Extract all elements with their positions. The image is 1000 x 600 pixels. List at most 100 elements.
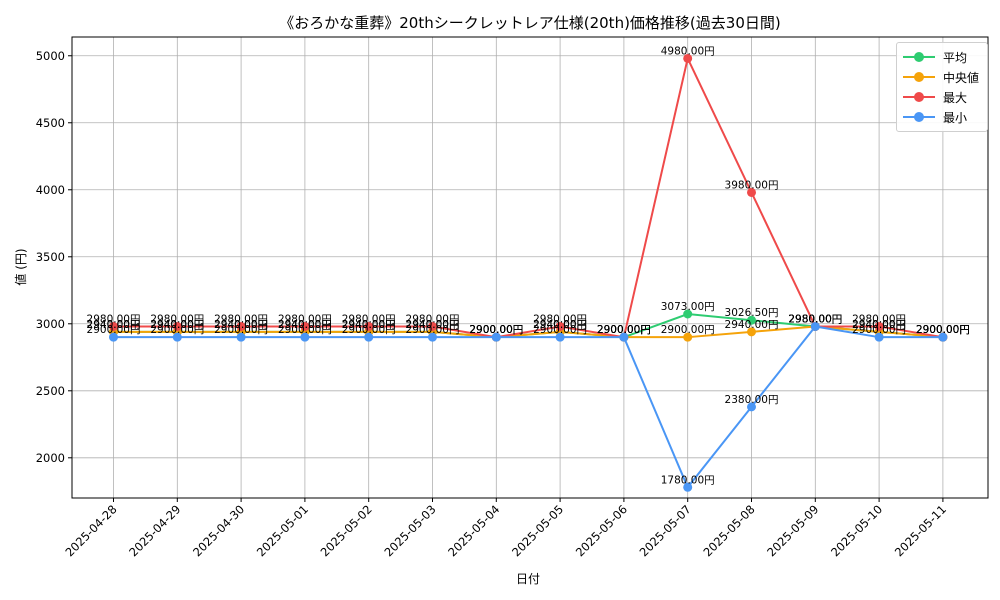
x-tick-label: 2025-05-07 [637, 502, 694, 559]
data-label: 2900.00円 [469, 324, 523, 336]
data-label: 2900.00円 [278, 324, 332, 336]
x-tick-label: 2025-04-28 [62, 502, 119, 559]
data-label: 3980.00円 [725, 179, 779, 191]
data-label: 2940.00円 [87, 319, 141, 331]
data-label: 2900.00円 [597, 324, 651, 336]
data-label: 3073.00円 [661, 301, 715, 313]
data-label: 2900.00円 [597, 324, 651, 336]
data-label: 2900.00円 [852, 324, 906, 336]
x-tick-label: 2025-05-09 [764, 502, 821, 559]
legend-swatch [902, 72, 935, 82]
data-label: 2900.00円 [533, 324, 587, 336]
data-label: 2940.00円 [725, 319, 779, 331]
data-point [555, 321, 565, 331]
legend: 平均 中央値 最大 最小 [895, 42, 988, 132]
legend-label: 最小 [942, 110, 967, 125]
data-label: 2980.00円 [214, 313, 268, 325]
data-label: 2940.00円 [406, 319, 460, 331]
legend-item: 最小 [902, 107, 979, 127]
x-tick-label: 2025-05-01 [254, 502, 311, 559]
data-label: 2940.00円 [278, 319, 332, 331]
data-label: 2940.00円 [87, 319, 141, 331]
data-label: 2940.00円 [214, 319, 268, 331]
data-label: 2980.00円 [788, 313, 842, 325]
data-point [555, 332, 565, 342]
data-label: 2900.00円 [916, 324, 970, 336]
series-line-2 [113, 55, 944, 339]
data-label: 2900.00円 [469, 324, 523, 336]
y-tick-label: 5000 [36, 49, 65, 63]
data-label: 2940.00円 [278, 319, 332, 331]
data-point [491, 332, 501, 342]
data-label: 2900.00円 [916, 324, 970, 336]
y-axis-label: 値 (円) [13, 248, 28, 285]
series-line-3 [113, 325, 943, 490]
data-label: 2940.00円 [342, 319, 396, 331]
data-label: 2900.00円 [87, 324, 141, 336]
grid-layer [72, 37, 988, 498]
legend-label: 平均 [942, 50, 967, 65]
x-tick-label: 2025-05-11 [892, 502, 949, 559]
data-label: 2900.00円 [214, 324, 268, 336]
data-point [683, 332, 693, 342]
x-tick-label: 2025-05-08 [700, 502, 757, 559]
data-point [747, 187, 756, 197]
data-point [428, 332, 437, 342]
data-label: 4980.00円 [661, 45, 715, 57]
data-point [364, 321, 374, 331]
x-tick-label: 2025-05-10 [828, 502, 885, 559]
data-label: 2940.00円 [533, 319, 587, 331]
y-tick-label: 4500 [36, 116, 65, 130]
data-label: 2940.00円 [150, 319, 204, 331]
data-point [683, 482, 693, 492]
data-label: 2900.00円 [469, 324, 523, 336]
legend-item: 最大 [902, 87, 979, 107]
data-point [683, 309, 693, 319]
data-point [747, 402, 756, 412]
x-tick-label: 2025-04-30 [190, 502, 247, 559]
data-label: 1780.00円 [661, 474, 715, 486]
data-label: 2980.00円 [342, 313, 396, 325]
data-label: 2900.00円 [406, 324, 460, 336]
data-point [364, 332, 374, 342]
data-point [172, 332, 182, 342]
data-label: 2980.00円 [788, 313, 842, 325]
y-tick-label: 3000 [36, 317, 65, 331]
data-point [938, 332, 948, 342]
data-label: 2940.00円 [852, 319, 906, 331]
x-axis-label: 日付 [516, 572, 540, 586]
legend-item: 平均 [902, 47, 979, 67]
data-label: 2900.00円 [916, 324, 970, 336]
plot-frame [71, 36, 989, 499]
data-point [683, 53, 693, 63]
data-point [874, 332, 884, 342]
data-label: 2980.00円 [788, 313, 842, 325]
series-layer [109, 53, 948, 492]
y-tick-label: 2000 [36, 451, 65, 465]
data-label: 2980.00円 [533, 313, 587, 325]
data-point [428, 321, 437, 331]
data-label-layer: 2940.00円 2940.00円 2940.00円 2940.00円 2940.00円… [87, 45, 970, 486]
data-label: 2900.00円 [916, 324, 970, 336]
data-label: 2940.00円 [406, 319, 460, 331]
legend-label: 中央値 [942, 70, 979, 85]
series-line-1 [113, 325, 943, 339]
data-point [236, 332, 246, 342]
legend-label: 最大 [942, 90, 967, 105]
data-label: 2980.00円 [150, 313, 204, 325]
legend-swatch [902, 52, 935, 62]
data-label: 2900.00円 [342, 324, 396, 336]
data-point [300, 321, 310, 331]
x-tick-label: 2025-05-04 [445, 502, 502, 559]
data-point [109, 332, 118, 342]
data-label: 2940.00円 [533, 319, 587, 331]
data-label: 2900.00円 [661, 324, 715, 336]
data-label: 2980.00円 [852, 313, 906, 325]
data-label: 2900.00円 [150, 324, 204, 336]
data-label: 2980.00円 [87, 313, 141, 325]
y-tick-label: 2500 [36, 384, 65, 398]
y-tick-label: 4000 [36, 183, 65, 197]
data-point [810, 321, 820, 331]
